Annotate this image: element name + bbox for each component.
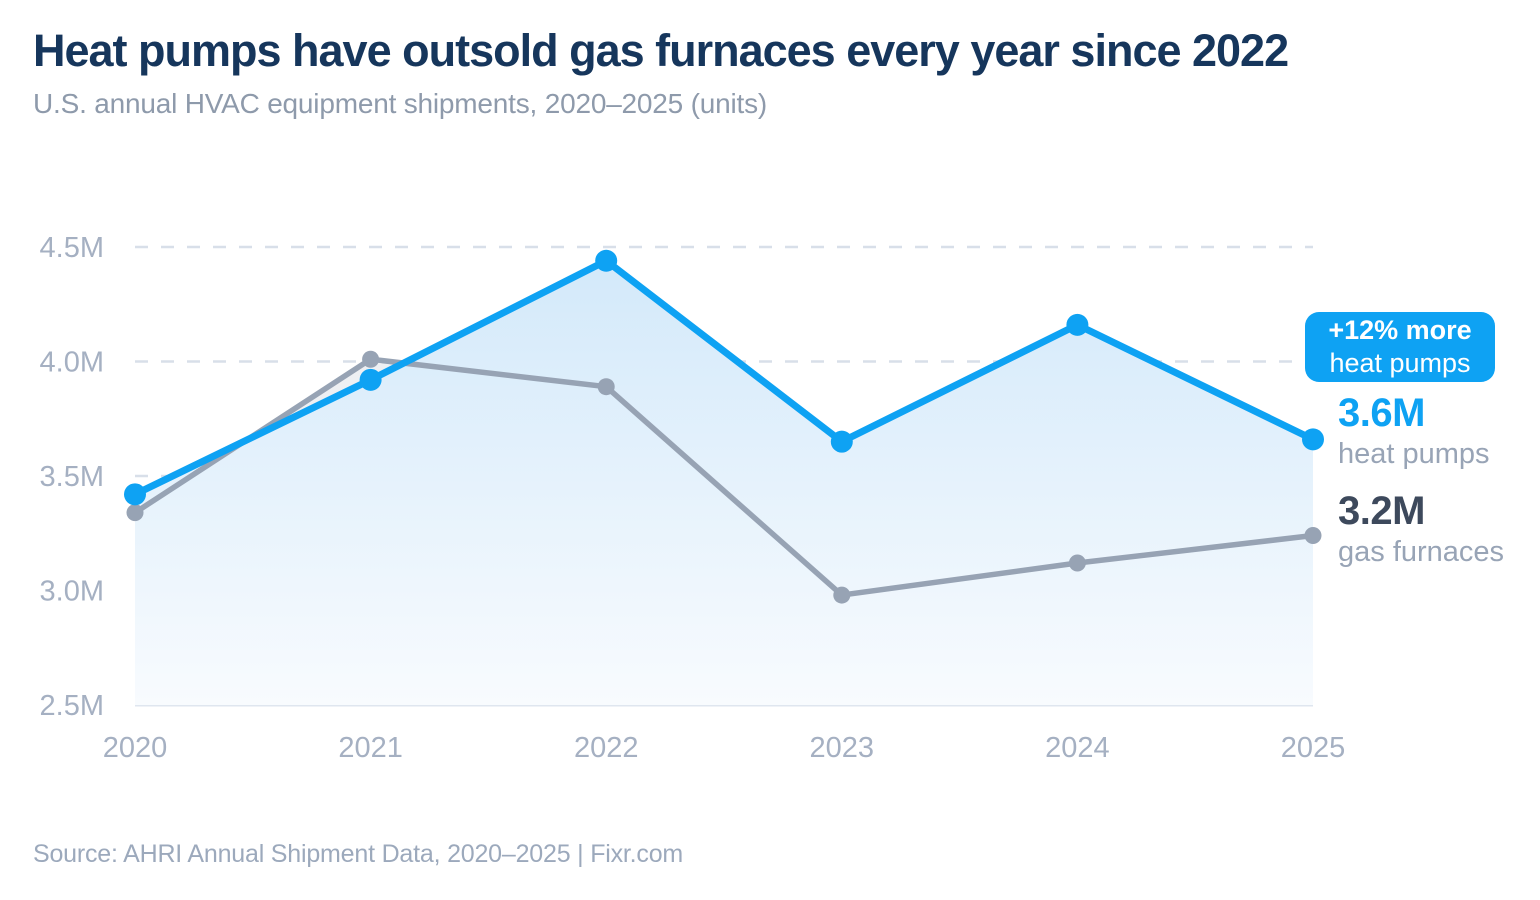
- y-axis-label: 3.0M: [40, 576, 104, 608]
- y-axis-label: 2.5M: [40, 690, 104, 722]
- heat-pumps-area: [135, 260, 1313, 705]
- page-title: Heat pumps have outsold gas furnaces eve…: [33, 25, 1289, 76]
- x-axis-label: 2023: [810, 732, 875, 764]
- y-axis-label: 4.0M: [40, 347, 104, 379]
- heat-pumps-point-2024: [1066, 313, 1089, 336]
- growth-badge-percent: +12% more: [1328, 315, 1472, 346]
- source-note: Source: AHRI Annual Shipment Data, 2020–…: [33, 840, 684, 868]
- heat-pumps-point-2023: [830, 430, 853, 453]
- x-axis-label: 2022: [574, 732, 639, 764]
- gas-furnaces-line: [132, 356, 1316, 598]
- y-axis-label: 3.5M: [40, 461, 104, 493]
- y-axis-label: 4.5M: [40, 232, 104, 264]
- page-subtitle: U.S. annual HVAC equipment shipments, 20…: [33, 88, 768, 119]
- heat-pumps-point-2021: [359, 368, 382, 391]
- heat-pumps-line: [131, 257, 1317, 498]
- gas-furnaces-point-2020: [126, 504, 144, 522]
- gas-furnaces-point-2023: [833, 586, 851, 604]
- heat-pumps-end-value: 3.6M: [1338, 391, 1425, 435]
- x-axis-label: 2020: [103, 732, 168, 764]
- gas-furnaces-end-label: gas furnaces: [1338, 536, 1505, 568]
- growth-badge: +12% more heat pumps: [1305, 312, 1495, 382]
- x-axis-label: 2025: [1281, 732, 1346, 764]
- heat-pumps-point-2020: [124, 483, 146, 506]
- gas-furnaces-point-2021: [362, 350, 380, 368]
- heat-pumps-point-2022: [595, 249, 618, 272]
- heat-pumps-end-label: heat pumps: [1338, 438, 1490, 470]
- gas-furnaces-point-2025: [1304, 527, 1322, 545]
- gas-furnaces-end-value: 3.2M: [1338, 489, 1425, 533]
- heat-pumps-point-2025: [1302, 428, 1324, 451]
- gas-furnaces-point-2024: [1068, 554, 1086, 572]
- x-axis-label: 2021: [338, 732, 403, 764]
- gas-furnaces-point-2022: [597, 378, 615, 396]
- growth-badge-label: heat pumps: [1329, 348, 1471, 378]
- x-axis-label: 2024: [1045, 732, 1110, 764]
